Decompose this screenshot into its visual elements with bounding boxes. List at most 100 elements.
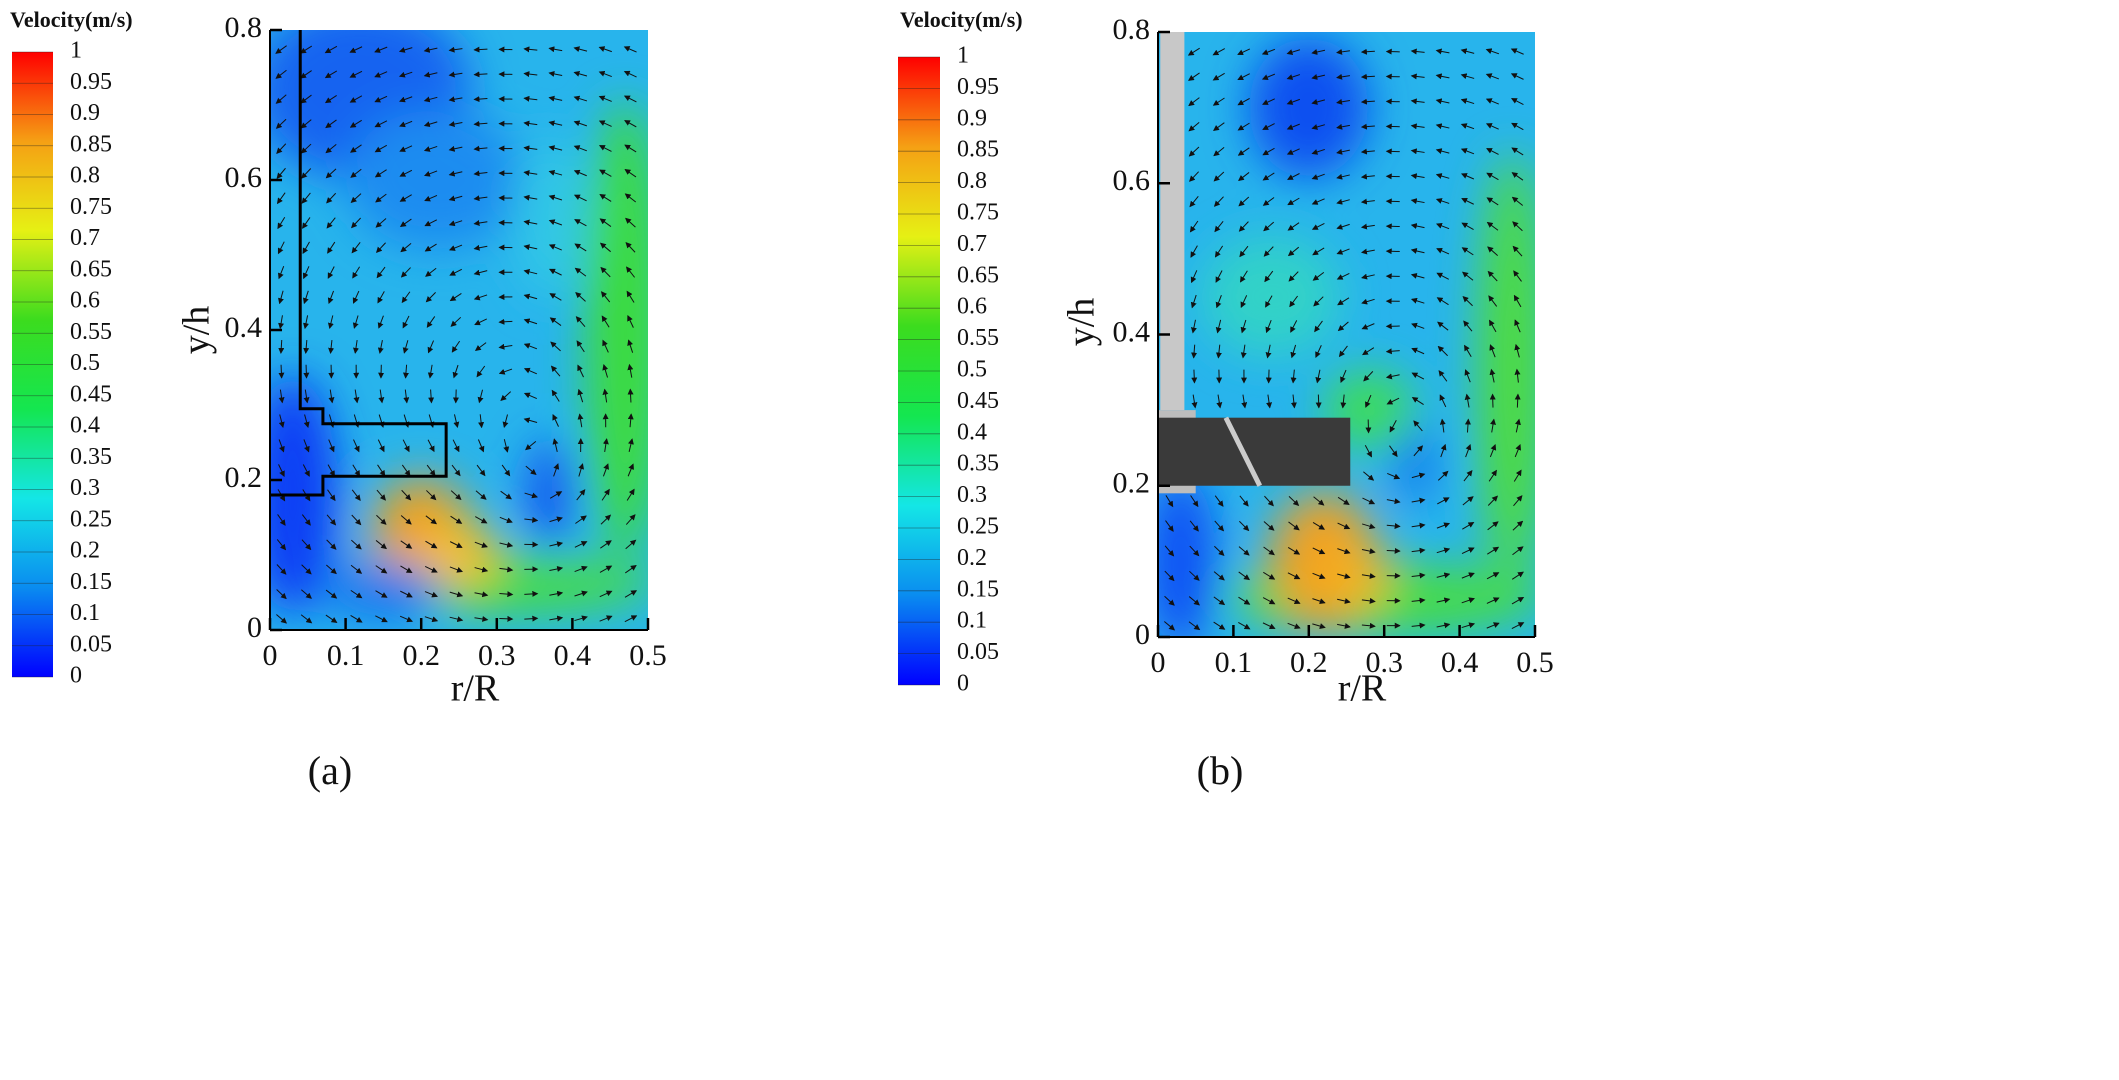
velocity-vector: [498, 343, 513, 350]
colorbar-tick-label: 0.6: [957, 294, 987, 320]
velocity-vector: [1462, 496, 1474, 506]
field-blob: [419, 520, 499, 590]
velocity-vector: [278, 439, 285, 453]
velocity-vector: [1485, 98, 1499, 105]
velocity-vector: [424, 243, 437, 252]
velocity-vector: [1513, 495, 1523, 507]
velocity-vector: [325, 168, 337, 179]
velocity-vector: [473, 71, 488, 78]
colorbar-tick-label: 0.65: [957, 262, 999, 288]
velocity-vector: [524, 590, 539, 597]
velocity-vector: [574, 565, 588, 573]
velocity-vector: [1312, 547, 1326, 555]
velocity-vector: [1286, 74, 1301, 80]
velocity-vector: [352, 339, 359, 354]
velocity-vector: [598, 120, 612, 127]
velocity-vector: [1487, 495, 1499, 506]
velocity-vector: [1262, 98, 1275, 105]
velocity-vector: [1435, 48, 1450, 55]
velocity-vector: [573, 95, 588, 102]
velocity-vector: [1213, 196, 1224, 207]
velocity-vector: [1215, 319, 1222, 334]
velocity-vector: [451, 464, 461, 477]
velocity-vector: [1190, 245, 1198, 258]
velocity-vector: [1486, 148, 1499, 155]
velocity-vector: [450, 515, 463, 524]
velocity-vector: [1411, 372, 1425, 380]
velocity-vector: [552, 413, 559, 427]
velocity-vector: [1188, 621, 1201, 631]
velocity-vector: [449, 616, 464, 623]
velocity-vector: [349, 46, 363, 53]
velocity-vector: [1436, 572, 1451, 579]
velocity-vector: [352, 315, 359, 329]
velocity-vector: [1511, 147, 1524, 156]
velocity-vector: [1336, 272, 1350, 280]
velocity-vector: [1437, 470, 1449, 481]
velocity-vector: [627, 413, 634, 428]
velocity-vector: [599, 194, 612, 202]
velocity-vector: [1238, 596, 1251, 605]
velocity-vector: [1513, 270, 1522, 282]
velocity-vector: [450, 490, 462, 501]
colorbar-tick-label: 0.2: [957, 545, 987, 571]
velocity-vector: [474, 342, 487, 352]
velocity-vector: [1486, 597, 1500, 604]
velocity-vector: [1315, 345, 1322, 358]
colorbar-tick-label: 0.8: [70, 163, 100, 189]
y-tick-label: 0: [247, 611, 262, 644]
velocity-field: [270, 30, 648, 630]
velocity-vector: [1165, 495, 1174, 508]
velocity-vector: [375, 540, 388, 550]
velocity-vector: [1189, 520, 1199, 532]
velocity-vector: [303, 439, 310, 453]
velocity-vector: [301, 589, 312, 599]
velocity-vector: [1436, 297, 1449, 306]
velocity-vector: [625, 539, 637, 550]
velocity-vector: [352, 290, 360, 304]
velocity-vector: [423, 71, 438, 78]
velocity-vector: [453, 414, 460, 429]
velocity-vector: [1439, 394, 1447, 408]
velocity-vector: [1411, 597, 1426, 604]
velocity-vector: [573, 145, 587, 152]
velocity-vector: [627, 339, 634, 353]
velocity-vector: [623, 46, 637, 53]
velocity-vector: [351, 217, 362, 229]
velocity-vector: [402, 315, 410, 329]
velocity-vector: [1241, 394, 1248, 409]
velocity-vector: [1337, 496, 1350, 506]
velocity-vector: [1190, 294, 1197, 309]
velocity-vector: [1262, 123, 1275, 130]
velocity-vector: [1511, 596, 1525, 605]
velocity-vector: [399, 120, 413, 128]
velocity-vector: [600, 266, 611, 278]
velocity-vector: [1263, 571, 1276, 580]
velocity-vector: [449, 566, 463, 573]
velocity-vector: [1287, 572, 1301, 580]
velocity-vector: [1436, 247, 1450, 255]
velocity-vector: [1435, 98, 1450, 105]
field-blob: [346, 110, 527, 250]
velocity-vector: [624, 193, 637, 203]
velocity-vector: [1164, 545, 1175, 557]
velocity-vector: [378, 389, 385, 404]
velocity-vector: [1411, 547, 1426, 554]
velocity-vector: [299, 45, 313, 54]
velocity-vector: [1386, 498, 1401, 505]
velocity-vector: [424, 565, 438, 573]
velocity-vector: [448, 195, 463, 202]
x-tick-label: 0.1: [327, 639, 365, 672]
y-tick-label: 0.2: [1113, 467, 1151, 500]
velocity-vector: [1336, 248, 1350, 255]
velocity-vector: [1411, 522, 1426, 529]
velocity-vector: [1364, 445, 1372, 458]
velocity-vector: [301, 539, 312, 551]
velocity-vector: [1238, 520, 1250, 532]
velocity-vector: [1336, 48, 1350, 55]
velocity-vector: [449, 268, 463, 276]
velocity-vector: [1189, 171, 1200, 182]
velocity-vector: [1511, 172, 1524, 181]
velocity-vector: [1410, 123, 1425, 130]
velocity-vector: [548, 169, 563, 176]
